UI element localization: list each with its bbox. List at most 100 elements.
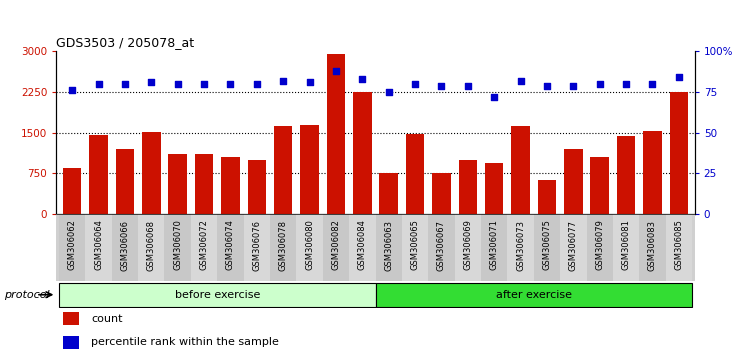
Bar <box>433 173 451 214</box>
Text: GSM306085: GSM306085 <box>674 219 683 270</box>
Text: GSM306074: GSM306074 <box>226 219 235 270</box>
Bar <box>454 214 481 281</box>
Bar <box>485 162 503 214</box>
Point <box>251 81 263 87</box>
Bar <box>665 214 692 281</box>
Bar <box>511 126 529 214</box>
Bar <box>323 214 349 281</box>
Text: count: count <box>92 314 123 324</box>
Text: GSM306078: GSM306078 <box>279 219 288 270</box>
Text: GSM306063: GSM306063 <box>385 219 394 270</box>
Text: GSM306066: GSM306066 <box>120 219 129 270</box>
Text: GSM306069: GSM306069 <box>463 219 472 270</box>
Point <box>647 81 659 87</box>
Point <box>541 83 553 88</box>
Point <box>514 78 526 84</box>
Point <box>277 78 289 84</box>
Bar <box>481 214 508 281</box>
FancyBboxPatch shape <box>376 283 692 307</box>
Bar <box>191 214 217 281</box>
Text: before exercise: before exercise <box>174 290 260 300</box>
Point <box>409 81 421 87</box>
Text: GSM306077: GSM306077 <box>569 219 578 270</box>
Bar <box>428 214 454 281</box>
Bar <box>353 92 372 214</box>
Bar <box>538 180 556 214</box>
Bar <box>590 157 609 214</box>
Text: GSM306083: GSM306083 <box>648 219 657 270</box>
Bar <box>116 149 134 214</box>
Text: GSM306071: GSM306071 <box>490 219 499 270</box>
Bar <box>644 131 662 214</box>
Bar <box>402 214 428 281</box>
Point <box>436 83 448 88</box>
Bar <box>86 214 112 281</box>
FancyBboxPatch shape <box>59 283 376 307</box>
Point <box>119 81 131 87</box>
Point <box>673 75 685 80</box>
Text: GDS3503 / 205078_at: GDS3503 / 205078_at <box>56 36 195 49</box>
Bar <box>59 214 86 281</box>
Bar <box>459 160 477 214</box>
Bar <box>112 214 138 281</box>
Text: GSM306076: GSM306076 <box>252 219 261 270</box>
Point <box>66 87 78 93</box>
Point <box>145 79 157 85</box>
Point <box>198 81 210 87</box>
Bar <box>376 214 402 281</box>
Bar <box>327 54 345 214</box>
Bar <box>379 173 398 214</box>
Text: GSM306079: GSM306079 <box>596 219 605 270</box>
Point <box>330 68 342 74</box>
Bar <box>222 157 240 214</box>
Bar <box>508 214 534 281</box>
Point <box>303 79 315 85</box>
Point <box>356 76 368 82</box>
Text: GSM306067: GSM306067 <box>437 219 446 270</box>
Point <box>620 81 632 87</box>
Text: GSM306070: GSM306070 <box>173 219 182 270</box>
Bar <box>670 92 688 214</box>
Bar <box>243 214 270 281</box>
Point <box>225 81 237 87</box>
Text: GSM306082: GSM306082 <box>331 219 340 270</box>
Text: GSM306084: GSM306084 <box>357 219 366 270</box>
Text: after exercise: after exercise <box>496 290 572 300</box>
Bar <box>300 125 318 214</box>
Bar <box>142 132 161 214</box>
Bar <box>297 214 323 281</box>
Bar <box>534 214 560 281</box>
Bar <box>564 149 583 214</box>
Point <box>383 89 395 95</box>
Bar <box>63 312 79 325</box>
Point <box>462 83 474 88</box>
Bar <box>587 214 613 281</box>
Bar <box>168 154 187 214</box>
Bar <box>639 214 665 281</box>
Text: GSM306068: GSM306068 <box>146 219 155 270</box>
Bar <box>274 126 292 214</box>
Bar <box>248 160 266 214</box>
Bar <box>195 154 213 214</box>
Bar <box>89 136 107 214</box>
Bar <box>270 214 297 281</box>
Point <box>488 94 500 100</box>
Bar <box>406 134 424 214</box>
Bar <box>138 214 164 281</box>
Text: GSM306075: GSM306075 <box>542 219 551 270</box>
Point <box>567 83 579 88</box>
Point <box>92 81 104 87</box>
Bar <box>164 214 191 281</box>
Bar <box>63 336 79 349</box>
Text: GSM306081: GSM306081 <box>622 219 631 270</box>
Point <box>594 81 606 87</box>
Text: GSM306073: GSM306073 <box>516 219 525 270</box>
Bar <box>63 168 81 214</box>
Text: GSM306080: GSM306080 <box>305 219 314 270</box>
Point <box>172 81 184 87</box>
Bar <box>349 214 376 281</box>
Bar <box>613 214 639 281</box>
Text: protocol: protocol <box>4 290 50 300</box>
Text: GSM306072: GSM306072 <box>200 219 209 270</box>
Text: GSM306064: GSM306064 <box>94 219 103 270</box>
